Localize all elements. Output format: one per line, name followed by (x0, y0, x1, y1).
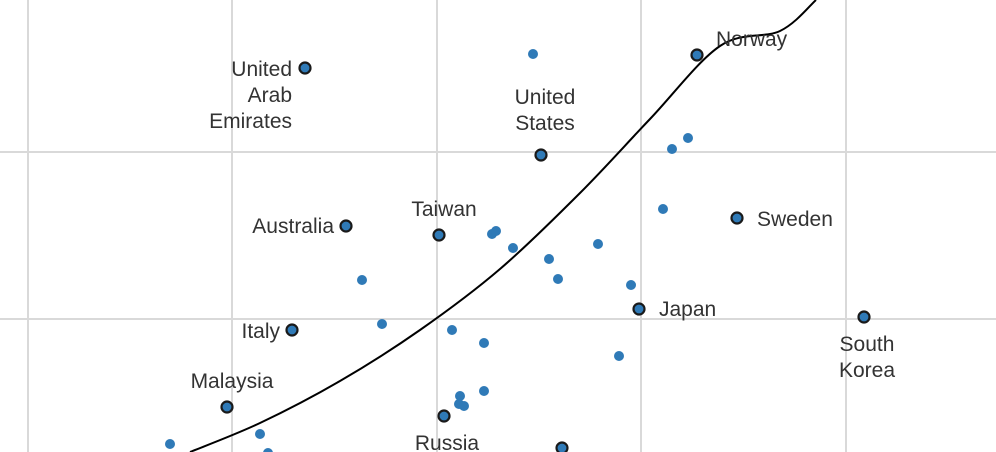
label-united-arab-emirates-line-1: Arab (248, 84, 292, 107)
label-malaysia: Malaysia (191, 370, 274, 393)
label-japan: Japan (659, 298, 716, 321)
data-point-9 (553, 274, 563, 284)
data-point-21 (165, 439, 175, 449)
data-point-19 (459, 401, 469, 411)
data-point-2 (667, 144, 677, 154)
highlight-point-russia (437, 409, 451, 423)
data-point-17 (455, 391, 465, 401)
data-points (165, 49, 693, 452)
label-united-arab-emirates-line-2: Emirates (209, 110, 292, 133)
label-united-states-line-1: States (515, 112, 575, 135)
highlight-point-norway (690, 48, 704, 62)
highlight-point-unlabeled-11 (555, 441, 569, 452)
highlight-point-south-korea (857, 310, 871, 324)
data-point-0 (528, 49, 538, 59)
highlight-point-italy (285, 323, 299, 337)
trend-curve-group (189, 0, 817, 452)
data-point-22 (263, 448, 273, 452)
data-point-3 (658, 204, 668, 214)
label-australia: Australia (252, 215, 334, 238)
data-point-5 (491, 226, 501, 236)
data-point-16 (479, 386, 489, 396)
highlight-point-united-states (534, 148, 548, 162)
highlight-point-taiwan (432, 228, 446, 242)
highlight-point-australia (339, 219, 353, 233)
label-russia: Russia (415, 432, 480, 452)
highlight-point-japan (632, 302, 646, 316)
data-point-1 (683, 133, 693, 143)
country-labels: Norway United Arab Emirates United States Aust… (191, 28, 896, 452)
data-point-10 (357, 275, 367, 285)
data-point-8 (544, 254, 554, 264)
data-point-11 (626, 280, 636, 290)
data-point-15 (614, 351, 624, 361)
label-taiwan: Taiwan (411, 198, 476, 221)
highlighted-points (220, 48, 871, 452)
trend-curve (189, 0, 817, 452)
highlight-point-united-arab-emirates (298, 61, 312, 75)
label-united-arab-emirates-line-0: United (231, 58, 292, 81)
label-sweden: Sweden (757, 208, 833, 231)
label-italy: Italy (241, 320, 280, 343)
label-south-korea-line-1: Korea (839, 359, 895, 382)
highlight-point-malaysia (220, 400, 234, 414)
data-point-12 (377, 319, 387, 329)
data-point-7 (593, 239, 603, 249)
highlight-point-sweden (730, 211, 744, 225)
data-point-20 (255, 429, 265, 439)
data-point-14 (479, 338, 489, 348)
data-point-6 (508, 243, 518, 253)
label-south-korea-line-0: South (840, 333, 895, 356)
data-point-13 (447, 325, 457, 335)
label-united-states-line-0: United (515, 86, 576, 109)
label-norway: Norway (716, 28, 788, 51)
